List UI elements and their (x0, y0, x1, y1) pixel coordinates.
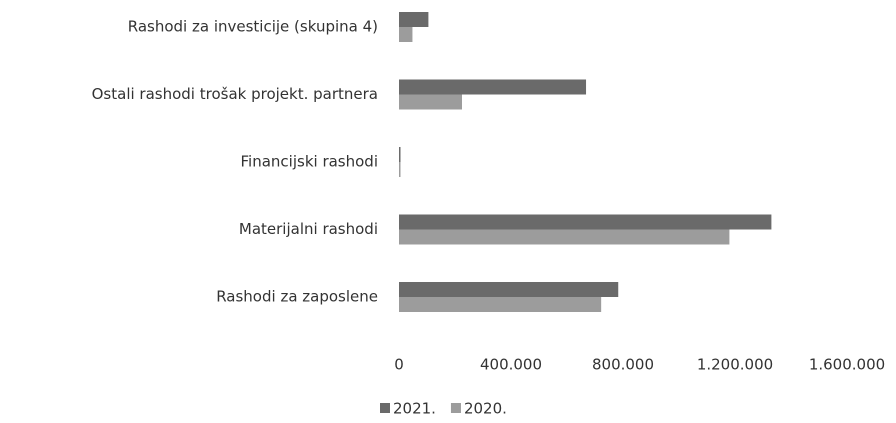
category-label: Rashodi za zaposlene (216, 288, 378, 306)
bar (399, 214, 772, 230)
bar (399, 147, 401, 162)
category-label: Materijalni rashodi (239, 220, 378, 238)
category-label: Ostali rashodi trošak projekt. partnera (92, 85, 378, 103)
legend-label: 2020. (464, 400, 507, 418)
legend-swatch (380, 403, 390, 413)
bar (399, 94, 462, 110)
bar (399, 12, 429, 27)
x-tick-label: 800.000 (592, 356, 654, 374)
x-tick-label: 0 (394, 356, 404, 374)
x-tick-label: 1.600.000 (809, 356, 885, 374)
legend-swatch (450, 403, 461, 413)
bar (399, 297, 602, 312)
bar (399, 27, 413, 42)
x-tick-label: 400.000 (480, 356, 542, 374)
x-tick-label: 1.200.000 (697, 356, 773, 374)
legend-label: 2021. (393, 400, 436, 418)
bar (399, 282, 619, 297)
bar (399, 229, 730, 245)
bar (399, 79, 587, 95)
bar (399, 162, 401, 177)
category-label: Rashodi za investicije (skupina 4) (128, 18, 378, 36)
category-label: Financijski rashodi (241, 153, 378, 171)
